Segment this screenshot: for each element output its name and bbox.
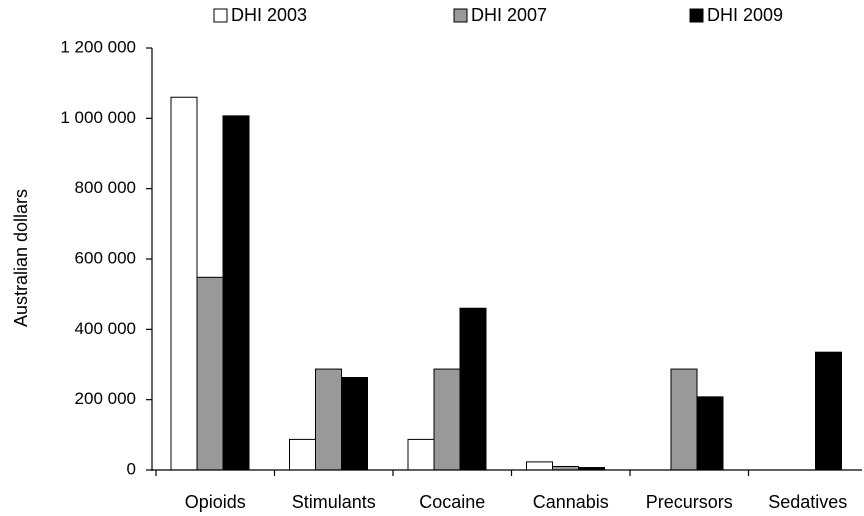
bar-dhi-2007-precursors [670, 368, 698, 471]
x-category-label: Cocaine [419, 492, 485, 512]
x-axis: Opioids Stimulants Cocaine Cannabis Precurso… [152, 469, 862, 512]
y-tick-label: 400 000 [75, 319, 136, 338]
x-category-label: Cannabis [533, 492, 609, 512]
bar-dhi-2007-cocaine [433, 368, 461, 471]
bar-dhi-2007-stimulants [315, 368, 342, 471]
x-category-label: Stimulants [292, 492, 376, 512]
y-axis-ticks: 0 200 000 400 000 600 000 800 000 1 000 000 1 … [60, 37, 153, 478]
bar-dhi-2007-opioids [196, 276, 224, 471]
bar-dhi-2003-cannabis [526, 461, 553, 471]
y-tick-label: 600 000 [75, 248, 136, 267]
bar-dhi-2009-stimulants [341, 377, 368, 471]
y-tick-label: 0 [127, 459, 136, 478]
legend-swatch [453, 8, 468, 23]
bar-dhi-2009-cocaine [459, 307, 487, 471]
y-axis-label: Australian dollars [11, 189, 31, 327]
bar-dhi-2003-cocaine [407, 438, 435, 471]
legend-swatch [689, 8, 704, 23]
legend-swatch [213, 8, 228, 23]
bar-dhi-2009-precursors [696, 396, 724, 471]
bar-dhi-2003-opioids [170, 96, 198, 471]
legend-label: DHI 2007 [471, 5, 547, 25]
bar-dhi-2003-stimulants [289, 438, 316, 471]
y-tick-label: 1 200 000 [60, 37, 136, 56]
y-tick-label: 800 000 [75, 178, 136, 197]
x-category-label: Sedatives [768, 492, 847, 512]
bars [170, 96, 842, 471]
x-category-label: Precursors [646, 492, 733, 512]
y-tick-label: 200 000 [75, 389, 136, 408]
bar-dhi-2009-opioids [222, 115, 250, 471]
x-category-label: Opioids [185, 492, 246, 512]
bar-dhi-2009-sedatives [815, 351, 842, 471]
legend-label: DHI 2009 [707, 5, 783, 25]
y-tick-label: 1 000 000 [60, 108, 136, 127]
legend: DHI 2003 DHI 2007 DHI 2009 [213, 5, 783, 25]
legend-label: DHI 2003 [231, 5, 307, 25]
